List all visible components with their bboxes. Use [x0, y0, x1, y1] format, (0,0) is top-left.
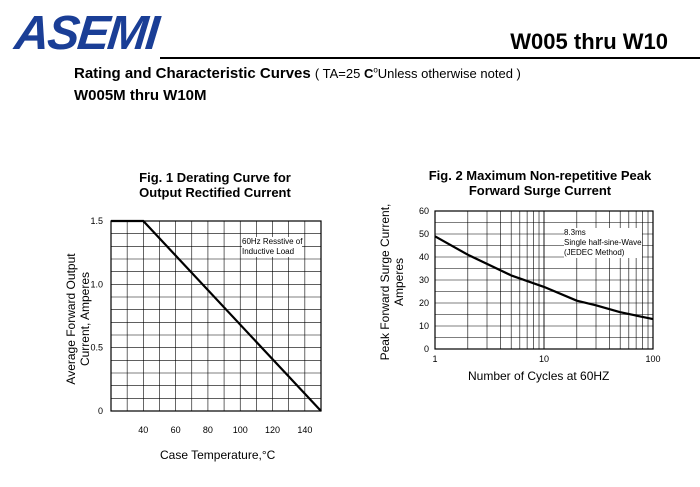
fig1-y-tick-label: 1.5	[90, 216, 103, 226]
fig2-annotation: 8.3ms Single half-sine-Wave (JEDEC Metho…	[564, 228, 642, 258]
fig1-title-line2: Output Rectified Current	[139, 185, 291, 200]
fig2-y-tick-label: 0	[424, 344, 429, 354]
fig2-title: Fig. 2 Maximum Non-repetitive Peak Forwa…	[415, 168, 665, 198]
fig1-annotation-line1: 60Hz Resstive of	[242, 237, 303, 246]
fig2-title-line2: Forward Surge Current	[468, 183, 612, 198]
fig2-x-tick-label: 1	[432, 354, 437, 364]
fig1-x-tick-label: 80	[203, 425, 213, 435]
fig1-x-tick-label: 60	[171, 425, 181, 435]
section-subtitle: W005M thru W10M	[74, 87, 207, 104]
fig2-annotation-line2: Single half-sine-Wave	[564, 238, 642, 247]
fig2-x-axis-label: Number of Cycles at 60HZ	[468, 369, 610, 383]
fig1-x-tick-label: 140	[297, 425, 312, 435]
fig2-plot-frame	[434, 210, 654, 350]
fig2-surge-curve	[434, 235, 654, 321]
fig1-plot-frame	[110, 220, 322, 412]
fig1-x-tick-label: 120	[265, 425, 280, 435]
fig2-x-tick-label: 100	[645, 354, 660, 364]
fig2-annotation-line1: 8.3ms	[564, 228, 586, 237]
fig1-derating-curve	[111, 219, 322, 412]
fig1-title: Fig. 1 Derating Curve for Output Rectifi…	[110, 170, 320, 200]
section-title: Rating and Characteristic Curves	[74, 65, 311, 82]
fig2-y-tick-label: 10	[419, 321, 429, 331]
fig2-annotation-line3: (JEDEC Method)	[564, 248, 625, 257]
fig1-title-line1: Fig. 1 Derating Curve for	[139, 170, 291, 185]
fig2-x-tick-label: 10	[539, 354, 549, 364]
fig2-y-tick-label: 60	[419, 206, 429, 216]
fig1-y-tick-label: 0	[98, 406, 103, 416]
fig2-y-tick-label: 30	[419, 275, 429, 285]
fig2-y-tick-label: 50	[419, 229, 429, 239]
section-heading: Rating and Characteristic Curves ( TA=25…	[74, 66, 521, 81]
fig2-y-tick-label: 20	[419, 298, 429, 308]
fig1-y-tick-label: 1.0	[90, 279, 103, 289]
fig1-annotation-line2: Inductive Load	[242, 247, 295, 256]
fig2-y-tick-label: 40	[419, 252, 429, 262]
model-range-title: W005 thru W10	[510, 29, 668, 54]
section-title-note: ( TA=25 CoUnless otherwise noted )	[314, 65, 521, 81]
fig1-x-axis-label: Case Temperature,°C	[160, 448, 276, 462]
fig1-annotation: 60Hz Resstive of Inductive Load	[242, 237, 303, 257]
header-rule	[160, 57, 700, 59]
fig1-x-tick-label: 40	[138, 425, 148, 435]
fig1-y-tick-label: 0.5	[90, 343, 103, 353]
fig1-x-tick-label: 100	[233, 425, 248, 435]
fig2-title-line1: Fig. 2 Maximum Non-repetitive Peak	[428, 168, 652, 183]
